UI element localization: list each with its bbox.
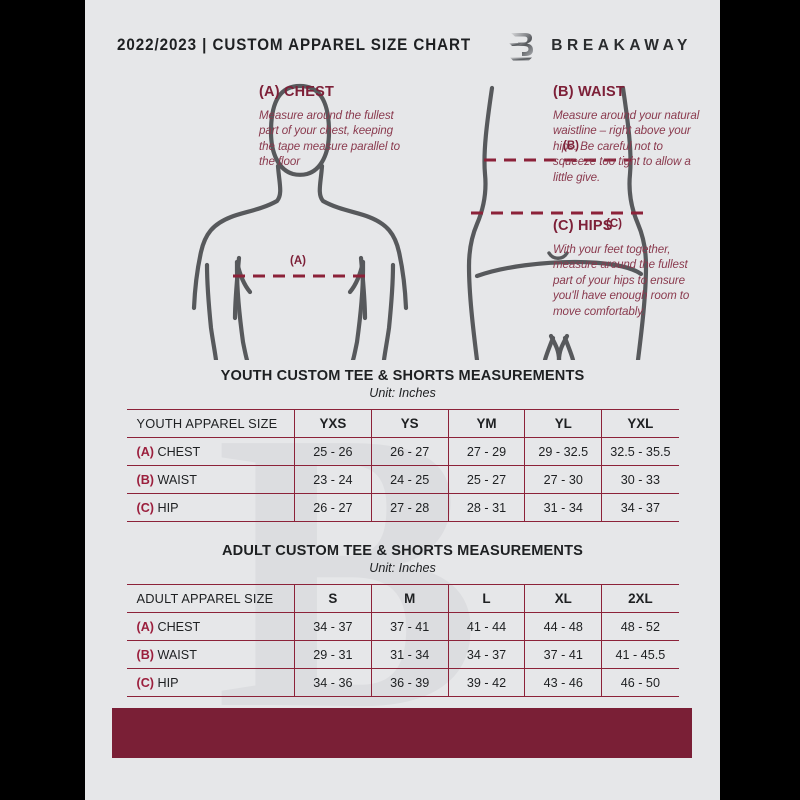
measurement-cell: 32.5 - 35.5 — [601, 437, 679, 466]
measurement-cell: 26 - 27 — [370, 437, 449, 466]
measurement-cell: 37 - 41 — [370, 612, 449, 641]
measurement-cell: 39 - 42 — [447, 668, 525, 697]
youth-table-unit: Unit: Inches — [369, 386, 436, 400]
size-chart-page: B 2022/2023 | CUSTOM APPAREL SIZE CHART … — [85, 0, 720, 800]
row-label: (A) CHEST — [126, 612, 295, 641]
callout-chest-heading: (A) CHEST — [259, 84, 335, 100]
measurement-cell: 31 - 34 — [524, 493, 602, 522]
row-tag: (A) — [136, 444, 154, 459]
column-header: YL — [524, 409, 602, 438]
table-row: (B) WAIST 29 - 31 31 - 34 34 - 37 37 - 41 41 … — [126, 640, 679, 669]
measurement-cell: 26 - 27 — [294, 493, 372, 522]
callout-waist: (B) WAIST Measure around your natural wa… — [553, 84, 701, 185]
table-corner-label: ADULT APPAREL SIZE — [126, 584, 295, 613]
row-tag: (A) — [136, 619, 154, 634]
column-header: 2XL — [601, 584, 679, 613]
row-tag: (B) — [136, 472, 154, 487]
measurement-cell: 27 - 28 — [370, 493, 449, 522]
table-row: (A) CHEST 34 - 37 37 - 41 41 - 44 44 - 48 48 … — [126, 612, 679, 641]
measurement-cell: 43 - 46 — [524, 668, 602, 697]
row-tag: (B) — [136, 647, 154, 662]
table-row: (C) HIP 34 - 36 36 - 39 39 - 42 43 - 46 46 - … — [126, 668, 679, 697]
measurement-cell: 34 - 37 — [601, 493, 679, 522]
youth-table-title: YOUTH CUSTOM TEE & SHORTS MEASUREMENTS — [220, 368, 585, 384]
adult-measurements-section: ADULT CUSTOM TEE & SHORTS MEASUREMENTS U… — [85, 543, 720, 697]
youth-size-table: YOUTH APPAREL SIZE YXS YS YM YL YXL (A) CHEST 2… — [126, 409, 679, 522]
hips-marker-label: (C) — [606, 218, 622, 230]
measurement-cell: 41 - 44 — [447, 612, 525, 641]
callout-waist-heading: (B) WAIST — [553, 84, 625, 100]
measurement-cell: 30 - 33 — [601, 465, 679, 494]
table-row: (A) CHEST 25 - 26 26 - 27 27 - 29 29 - 32.5 3… — [126, 437, 679, 466]
measurement-cell: 29 - 32.5 — [524, 437, 602, 466]
callout-hips-heading: (C) HIPS — [553, 218, 613, 234]
waist-marker-label: (B) — [563, 140, 579, 152]
column-header: M — [370, 584, 449, 613]
measurement-cell: 46 - 50 — [601, 668, 679, 697]
measurement-cell: 29 - 31 — [294, 640, 372, 669]
column-header: XL — [524, 584, 602, 613]
footer-accent-bar — [112, 708, 692, 758]
column-header: YS — [370, 409, 449, 438]
measurement-cell: 37 - 41 — [524, 640, 602, 669]
page-header: 2022/2023 | CUSTOM APPAREL SIZE CHART BR… — [85, 28, 720, 62]
table-row: (B) WAIST 23 - 24 24 - 25 25 - 27 27 - 30 30 … — [126, 465, 679, 494]
adult-table-title: ADULT CUSTOM TEE & SHORTS MEASUREMENTS — [221, 543, 584, 559]
measurement-cell: 31 - 34 — [370, 640, 449, 669]
torso-outline — [191, 83, 409, 360]
hips-outline — [466, 85, 649, 360]
callout-chest-body: Measure around the fullest part of your … — [259, 109, 400, 169]
row-label: (C) HIP — [126, 493, 295, 522]
brand-name: BREAKAWAY — [551, 37, 692, 54]
adult-size-table: ADULT APPAREL SIZE S M L XL 2XL (A) CHEST 34 - … — [126, 584, 679, 697]
table-corner-label: YOUTH APPAREL SIZE — [126, 409, 295, 438]
measurement-cell: 34 - 37 — [447, 640, 525, 669]
measurement-cell: 24 - 25 — [370, 465, 449, 494]
adult-table-unit: Unit: Inches — [369, 561, 436, 575]
measurement-cell: 27 - 30 — [524, 465, 602, 494]
row-tag: (C) — [136, 675, 154, 690]
measurement-cell: 25 - 27 — [447, 465, 525, 494]
page-title: 2022/2023 | CUSTOM APPAREL SIZE CHART — [117, 35, 472, 54]
callout-hips-body: With your feet together, measure around … — [553, 243, 690, 318]
measurement-cell: 34 - 37 — [294, 612, 372, 641]
column-header: YXS — [294, 409, 372, 438]
table-row: (C) HIP 26 - 27 27 - 28 28 - 31 31 - 34 34 - … — [126, 493, 679, 522]
chest-marker-label: (A) — [290, 255, 306, 267]
youth-measurements-section: YOUTH CUSTOM TEE & SHORTS MEASUREMENTS U… — [85, 368, 720, 522]
row-label: (B) WAIST — [126, 640, 295, 669]
body-illustration: (A) (B) (C) (A) CHEST Measure around the… — [85, 70, 720, 360]
measurement-cell: 25 - 26 — [294, 437, 372, 466]
column-header: YXL — [601, 409, 679, 438]
row-tag: (C) — [136, 500, 154, 515]
measurement-cell: 36 - 39 — [370, 668, 449, 697]
measurement-cell: 48 - 52 — [601, 612, 679, 641]
body-diagram-svg — [191, 83, 649, 360]
table-header-row: YOUTH APPAREL SIZE YXS YS YM YL YXL — [126, 409, 679, 438]
measurement-cell: 27 - 29 — [447, 437, 525, 466]
callout-hips: (C) HIPS With your feet together, measur… — [553, 218, 701, 319]
callout-waist-body: Measure around your natural waistline – … — [553, 109, 700, 184]
column-header: S — [294, 584, 372, 613]
table-header-row: ADULT APPAREL SIZE S M L XL 2XL — [126, 584, 679, 613]
measurement-cell: 28 - 31 — [447, 493, 525, 522]
breakaway-b-logo-icon — [509, 33, 534, 61]
row-label: (A) CHEST — [126, 437, 295, 466]
column-header: L — [447, 584, 525, 613]
measurement-cell: 34 - 36 — [294, 668, 372, 697]
row-label: (B) WAIST — [126, 465, 295, 494]
measurement-cell: 23 - 24 — [294, 465, 372, 494]
measurement-cell: 44 - 48 — [524, 612, 602, 641]
callout-chest: (A) CHEST Measure around the fullest par… — [259, 84, 411, 170]
row-label: (C) HIP — [126, 668, 295, 697]
brand-lockup: BREAKAWAY — [507, 30, 692, 62]
measurement-cell: 41 - 45.5 — [601, 640, 679, 669]
column-header: YM — [447, 409, 525, 438]
